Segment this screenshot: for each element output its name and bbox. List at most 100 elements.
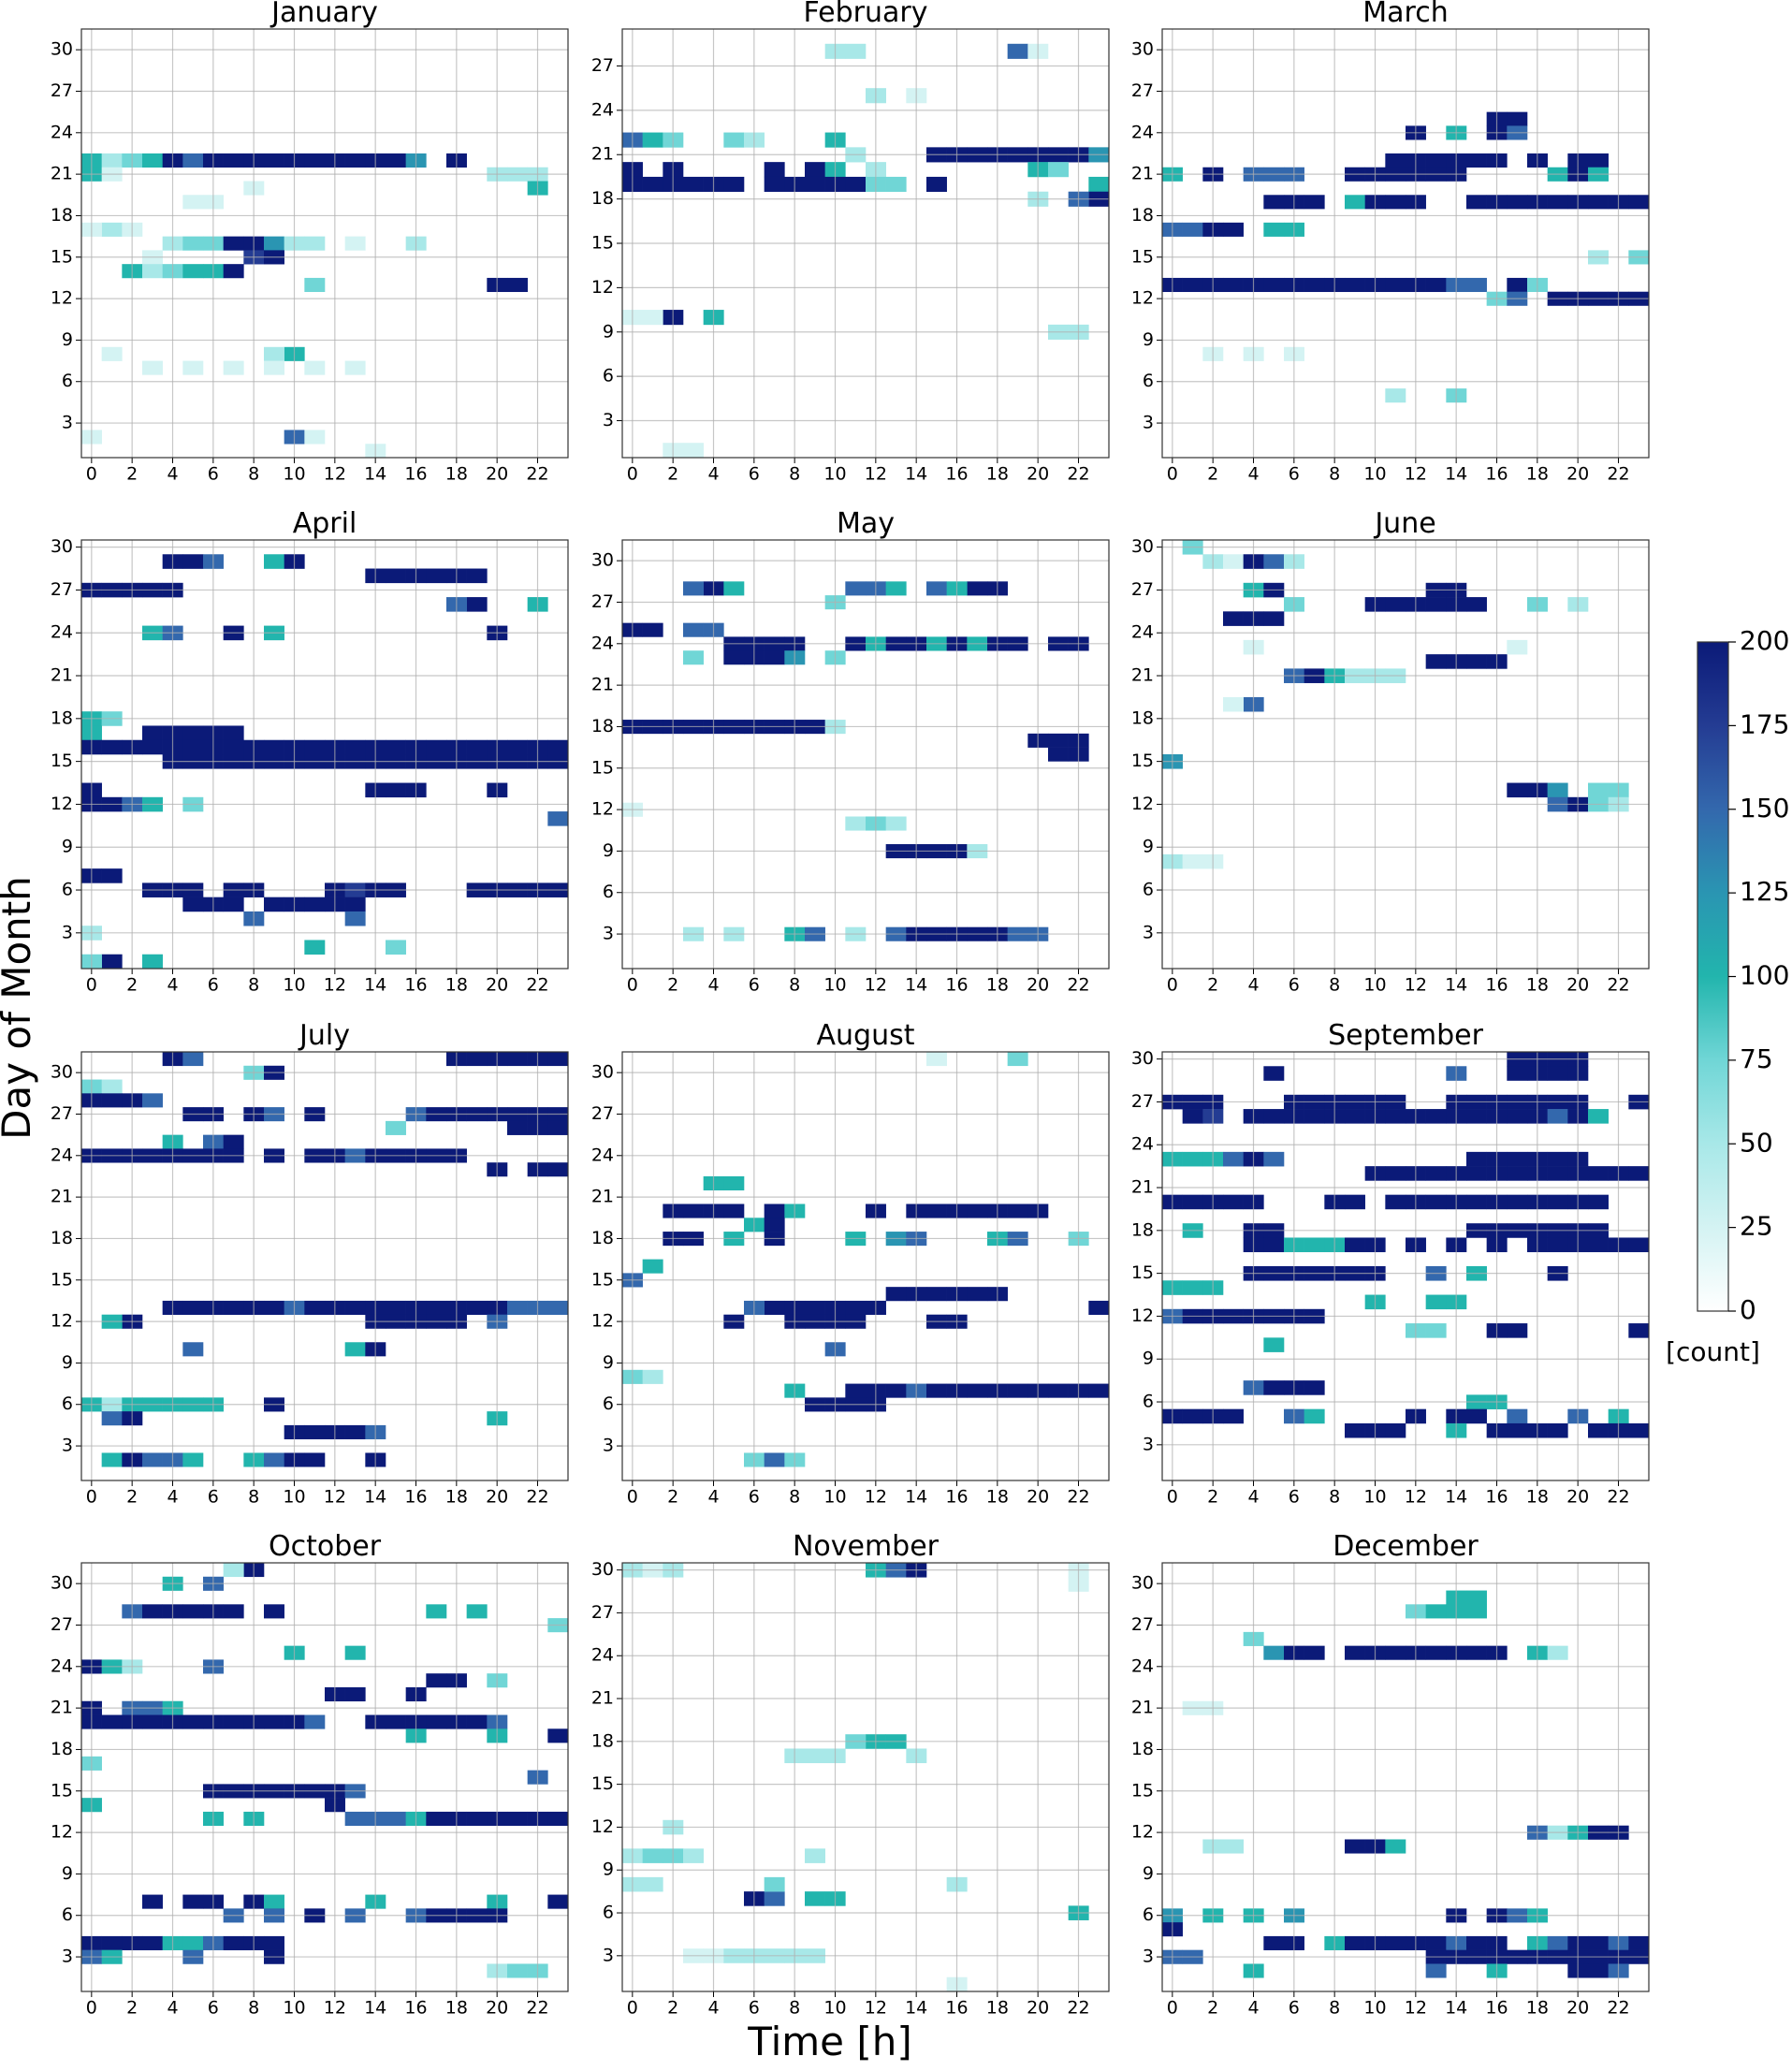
x-tick-label: 14 — [905, 464, 927, 485]
colorbar-tick-label: 150 — [1740, 793, 1789, 824]
x-tick-label: 10 — [1363, 464, 1386, 485]
heat-cell — [642, 176, 663, 193]
heat-cell — [1182, 222, 1203, 237]
heat-cell — [1007, 43, 1028, 59]
heat-cell — [264, 236, 284, 251]
x-tick-label: 2 — [126, 464, 138, 485]
y-tick-label: 15 — [591, 1773, 614, 1794]
x-tick-label: 6 — [208, 975, 219, 996]
x-tick-label: 20 — [1566, 975, 1589, 996]
heat-cell — [1385, 1166, 1406, 1181]
heat-cell — [101, 1714, 123, 1729]
y-tick-label: 27 — [1131, 1091, 1154, 1112]
x-tick-label: 12 — [324, 464, 346, 485]
x-tick-label: 6 — [1289, 1998, 1300, 2019]
y-tick-label: 6 — [62, 1904, 73, 1925]
heat-cell — [1588, 782, 1609, 798]
heat-cell — [1466, 153, 1487, 168]
heat-cell — [1088, 1383, 1110, 1398]
heat-cell — [1345, 1194, 1365, 1210]
y-tick-label: 27 — [51, 80, 73, 101]
y-tick-label: 24 — [51, 122, 73, 142]
heat-cell — [1088, 176, 1110, 193]
heat-cell — [1385, 597, 1406, 612]
x-tick-label: 4 — [1247, 464, 1259, 485]
heat-cell — [142, 1452, 163, 1467]
heat-cell — [926, 581, 947, 596]
heat-cell — [1182, 1280, 1203, 1295]
heat-cell — [264, 897, 284, 912]
x-tick-label: 22 — [1067, 1487, 1089, 1508]
heat-cell — [1507, 1323, 1528, 1338]
heat-cell — [1345, 277, 1365, 293]
y-tick-label: 24 — [1131, 122, 1154, 142]
heat-cell — [507, 1052, 528, 1067]
x-tick-label: 16 — [1485, 1998, 1508, 2019]
x-tick-label: 8 — [789, 975, 800, 996]
x-tick-label: 4 — [167, 975, 178, 996]
heat-cell — [182, 1452, 204, 1467]
panel-title: April — [293, 507, 357, 540]
heat-cell — [1425, 1963, 1447, 1978]
x-tick-label: 2 — [126, 1998, 138, 2019]
x-tick-label: 12 — [865, 1487, 887, 1508]
panel-title: January — [270, 0, 378, 29]
y-tick-label: 24 — [591, 1645, 614, 1666]
x-tick-label: 2 — [126, 975, 138, 996]
y-tick-label: 12 — [591, 1816, 614, 1837]
panel: 0 2 4 6 8 10 12 14 16 18 20 2236912151821242730Janu… — [51, 0, 569, 485]
y-tick-label: 30 — [1131, 1048, 1154, 1069]
y-tick-label: 6 — [62, 880, 73, 900]
heat-cell — [805, 162, 825, 178]
x-tick-label: 18 — [1526, 975, 1549, 996]
heat-cell — [101, 1935, 123, 1950]
heat-cell — [1547, 1237, 1568, 1253]
x-tick-label: 14 — [1445, 975, 1467, 996]
heat-cell — [264, 1300, 284, 1316]
panel-frame — [621, 539, 1110, 970]
heat-cell — [642, 1848, 663, 1863]
panel: 0 2 4 6 8 10 12 14 16 18 20 2236912151821242730Sept… — [1131, 1019, 1650, 1508]
heat-cell — [683, 1203, 704, 1218]
x-tick-label: 14 — [1445, 1998, 1467, 2019]
heat-cell — [182, 1300, 204, 1316]
heat-cell — [386, 739, 406, 755]
heat-cell — [1507, 1422, 1528, 1438]
heat-cell — [642, 310, 663, 326]
x-tick-label: 0 — [86, 464, 97, 485]
x-tick-label: 20 — [486, 464, 508, 485]
x-tick-label: 16 — [404, 1998, 427, 2019]
heat-cell — [547, 1811, 569, 1827]
heat-cell — [1547, 1151, 1568, 1167]
panel-frame — [621, 1051, 1110, 1481]
x-tick-label: 20 — [1027, 1998, 1049, 2019]
heat-cell — [845, 1383, 867, 1398]
panel: 0 2 4 6 8 10 12 14 16 18 20 2236912151821242730Dece… — [1131, 1530, 1650, 2019]
y-tick-label: 24 — [51, 622, 73, 643]
x-tick-label: 12 — [865, 975, 887, 996]
heat-cell — [547, 1120, 569, 1135]
x-tick-label: 0 — [86, 1487, 97, 1508]
heat-cell — [344, 911, 366, 926]
heat-cell — [1263, 1066, 1285, 1081]
x-tick-label: 2 — [667, 975, 678, 996]
x-tick-label: 0 — [627, 464, 638, 485]
x-tick-label: 16 — [1485, 1487, 1508, 1508]
heat-cell — [182, 1894, 204, 1909]
x-tick-label: 6 — [1289, 1487, 1300, 1508]
y-tick-label: 21 — [591, 1187, 614, 1207]
y-tick-label: 6 — [1143, 1392, 1154, 1412]
x-tick-label: 16 — [945, 1487, 968, 1508]
y-tick-label: 3 — [62, 1947, 73, 1967]
heat-cell — [344, 153, 366, 168]
heat-cell — [1263, 1645, 1285, 1660]
heat-cell — [101, 739, 123, 755]
y-tick-label: 21 — [1131, 665, 1154, 686]
x-tick-label: 0 — [1167, 464, 1178, 485]
heat-cell — [101, 1093, 123, 1108]
heat-cell — [1385, 277, 1406, 293]
x-tick-label: 4 — [167, 1998, 178, 2019]
colorbar-label: [count] — [1666, 1336, 1760, 1367]
heat-cell — [1628, 1935, 1650, 1950]
